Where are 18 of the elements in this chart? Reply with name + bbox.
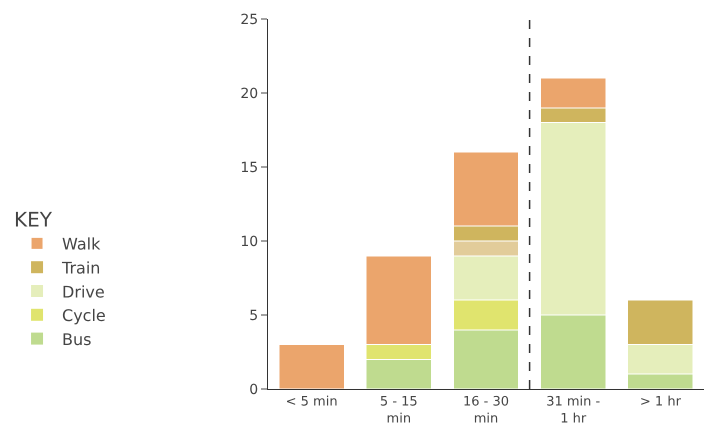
legend-label: Drive [62,282,105,302]
y-tick-label: 20 [240,86,258,102]
y-tick-label: 0 [249,382,258,398]
x-tick-label: 5 - 15 min [380,394,418,426]
x-tick-label: 16 - 30 min [462,394,510,426]
bar [278,344,345,389]
legend-title: KEY [14,208,53,232]
legend-label: Bus [62,330,92,349]
legend-label: Cycle [62,306,106,326]
y-tick-label: 15 [240,160,258,176]
y-tick-label: 25 [240,12,258,28]
x-tick-label: > 1 hr [640,394,682,410]
x-tick-label: 31 min - 1 hr [546,394,601,426]
legend-label: Train [61,258,100,278]
x-tick-label: < 5 min [286,394,338,410]
y-tick-label: 10 [240,234,258,250]
y-tick-label: 5 [249,308,258,324]
legend-label: Walk [62,234,102,254]
